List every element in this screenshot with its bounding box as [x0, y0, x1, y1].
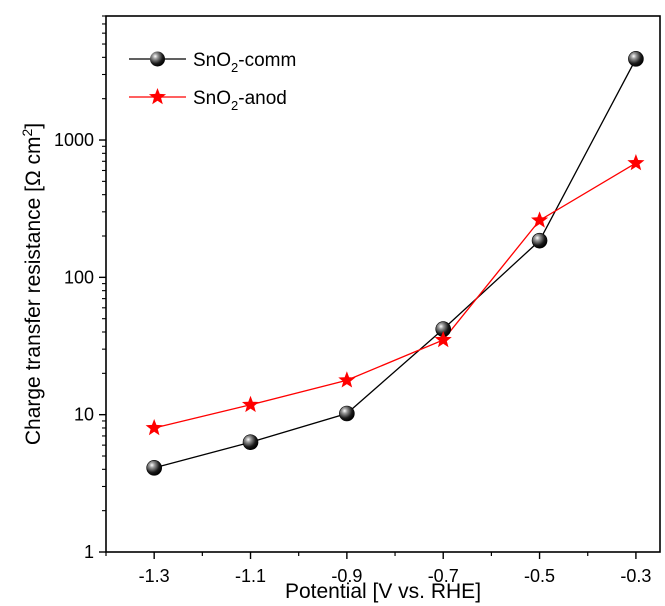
data-point-anod	[241, 395, 260, 413]
series-line-anod	[154, 162, 637, 429]
data-point-anod	[145, 418, 163, 436]
series-markers	[145, 51, 645, 476]
y-tick-label: 1000	[54, 130, 94, 150]
y-tick-label: 10	[74, 405, 94, 425]
plot-area-frame	[105, 15, 661, 553]
x-tick-label: -0.3	[620, 566, 651, 586]
data-point-comm	[531, 232, 548, 249]
legend-marker-anod	[148, 88, 167, 105]
x-tick-label: -1.3	[139, 566, 170, 586]
y-tick-labels: 1 10 100 1000	[54, 130, 94, 562]
x-tick-label: -1.1	[235, 566, 266, 586]
data-point-anod	[338, 371, 356, 388]
axis-ticks	[99, 15, 637, 559]
legend-label-anod: SnO2-anod	[193, 88, 287, 113]
legend-label-comm: SnO2-comm	[193, 50, 296, 75]
data-point-comm	[146, 460, 162, 476]
data-point-anod	[434, 330, 452, 348]
x-axis-label: Potential [V vs. RHE]	[285, 580, 481, 603]
data-point-anod	[627, 154, 645, 171]
data-point-anod	[531, 211, 549, 228]
y-tick-label: 100	[64, 267, 94, 287]
x-tick-labels: -1.3 -1.1 -0.9 -0.7 -0.5 -0.3	[139, 566, 652, 586]
series-line-comm	[154, 58, 637, 469]
data-point-comm	[628, 51, 644, 67]
y-axis-label: Charge transfer resistance [Ω cm2]	[19, 123, 45, 445]
x-tick-label: -0.9	[331, 566, 362, 586]
series-lines	[154, 58, 637, 469]
x-tick-label: -0.7	[428, 566, 459, 586]
data-point-comm	[339, 405, 355, 422]
legend-item-anod: SnO2-anod	[129, 88, 287, 113]
y-tick-label: 1	[84, 542, 94, 562]
data-point-comm	[242, 434, 259, 451]
x-tick-label: -0.5	[524, 566, 555, 586]
legend-marker-comm	[150, 51, 165, 67]
legend: SnO2-comm SnO2-anod	[129, 50, 296, 113]
legend-item-comm: SnO2-comm	[129, 50, 296, 75]
